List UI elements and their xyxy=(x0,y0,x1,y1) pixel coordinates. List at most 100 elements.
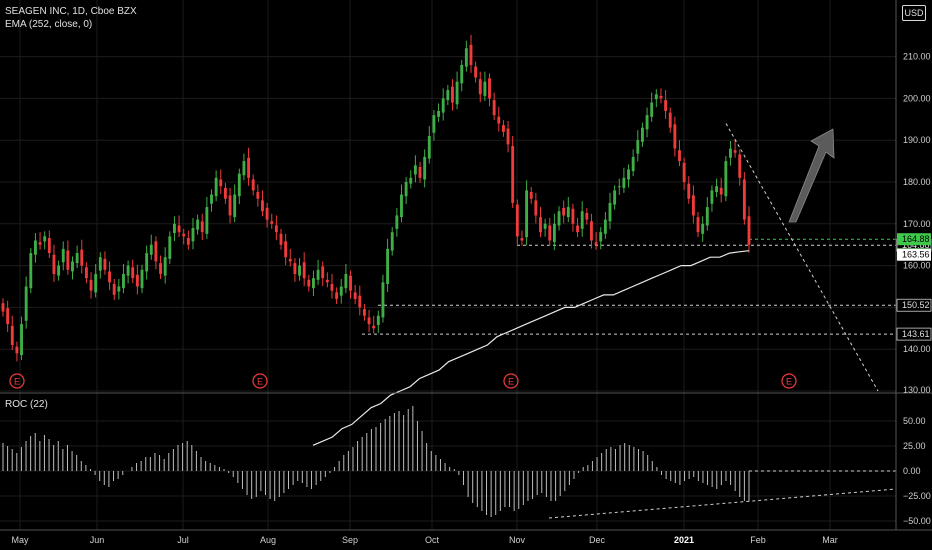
candle xyxy=(214,177,218,197)
candle xyxy=(182,233,186,237)
candle xyxy=(627,169,630,180)
candle xyxy=(613,190,617,205)
candle xyxy=(261,200,264,212)
candle xyxy=(427,136,431,159)
time-axis-labels[interactable]: May Jun Jul Aug Sep Oct Nov Dec 2021 Feb Mar xyxy=(11,535,837,545)
candle xyxy=(451,86,454,103)
candle xyxy=(488,78,491,99)
candle xyxy=(24,286,28,321)
candle xyxy=(418,166,422,178)
candle xyxy=(325,279,329,283)
candle xyxy=(247,157,251,178)
candle xyxy=(557,211,561,226)
candle xyxy=(270,221,274,224)
candle xyxy=(608,202,612,222)
candle xyxy=(724,161,728,197)
candle xyxy=(715,186,719,193)
time-tick-label: Mar xyxy=(822,535,838,545)
currency-button[interactable]: USD xyxy=(902,5,926,21)
candle xyxy=(400,194,403,218)
roc-tick-label: 50.00 xyxy=(903,416,926,426)
candle xyxy=(302,262,306,279)
earnings-label: E xyxy=(14,377,20,387)
time-tick-label: Aug xyxy=(260,535,276,545)
candle xyxy=(307,279,311,287)
candle xyxy=(66,250,70,270)
roc-indicator-label[interactable]: ROC (22) xyxy=(5,399,48,410)
candle xyxy=(552,223,556,243)
candle xyxy=(154,241,158,262)
candle xyxy=(446,90,450,101)
candle xyxy=(710,190,714,204)
candle xyxy=(149,244,153,255)
candle xyxy=(233,194,237,218)
time-tick-label: May xyxy=(11,535,29,545)
candle xyxy=(122,273,125,289)
candle xyxy=(738,154,742,178)
candle xyxy=(126,265,130,276)
candle xyxy=(423,156,427,180)
candle xyxy=(515,204,519,237)
price-level-lines xyxy=(362,238,896,335)
candle xyxy=(312,278,315,289)
roc-bars xyxy=(2,406,750,517)
candle xyxy=(525,190,529,238)
candle xyxy=(622,177,626,188)
candle xyxy=(205,207,209,234)
candle xyxy=(469,44,473,65)
price-tick-label: 200.00 xyxy=(903,93,931,103)
ema-price-label: 163.56 xyxy=(902,250,930,260)
candle xyxy=(464,48,468,67)
candle xyxy=(678,150,681,162)
candle xyxy=(566,207,570,218)
candle xyxy=(251,179,255,191)
candle xyxy=(729,148,732,158)
candle xyxy=(293,263,297,274)
candle xyxy=(636,140,640,154)
candle xyxy=(603,219,607,234)
price-tick-label: 190.00 xyxy=(903,135,931,145)
candle xyxy=(38,242,42,245)
candle xyxy=(256,192,260,199)
candle xyxy=(367,317,371,325)
price-axis-labels[interactable]: 130.00140.00150.00160.00170.00180.00190.… xyxy=(896,52,932,526)
candle xyxy=(381,282,385,318)
candle xyxy=(33,240,37,255)
candle xyxy=(108,271,112,283)
roc-tick-label: 0.00 xyxy=(903,466,921,476)
candle xyxy=(223,187,227,199)
candle xyxy=(284,241,288,258)
candle xyxy=(687,183,691,199)
candle xyxy=(580,211,584,229)
candle xyxy=(460,64,464,84)
candle xyxy=(177,225,181,233)
candle xyxy=(20,324,23,356)
candle xyxy=(330,283,334,291)
price-tick-label: 170.00 xyxy=(903,219,931,229)
candle xyxy=(210,194,213,204)
candle xyxy=(47,238,51,254)
candle xyxy=(659,95,663,99)
candle xyxy=(94,273,98,293)
candle xyxy=(173,223,176,233)
roc-tick-label: 25.00 xyxy=(903,441,926,451)
time-tick-label: Oct xyxy=(425,535,440,545)
candle xyxy=(362,309,366,316)
candle xyxy=(576,225,579,233)
candle xyxy=(353,292,357,300)
candle xyxy=(145,253,149,272)
roc-tick-label: −25.00 xyxy=(903,491,931,501)
candle xyxy=(339,286,343,296)
candle xyxy=(163,257,167,276)
candle xyxy=(497,116,501,124)
price-tick-label: 140.00 xyxy=(903,344,931,354)
ema-indicator-label[interactable]: EMA (252, close, 0) xyxy=(5,19,93,30)
candle xyxy=(279,233,283,245)
candle xyxy=(705,207,709,226)
candle xyxy=(483,81,487,96)
time-tick-label: Dec xyxy=(589,535,606,545)
symbol-title[interactable]: SEAGEN INC, 1D, Cboe BZX xyxy=(5,6,137,17)
candle xyxy=(386,248,390,284)
candle xyxy=(228,195,232,216)
